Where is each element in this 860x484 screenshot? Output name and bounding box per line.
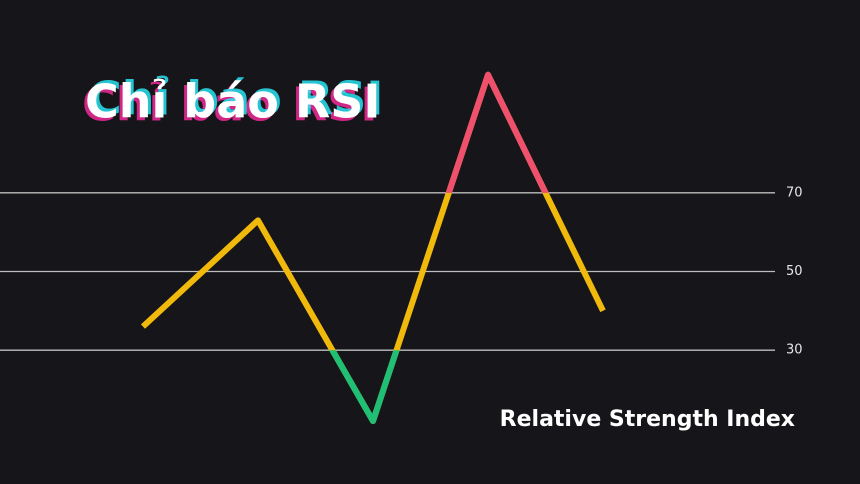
- chart-title: Chỉ báo RSI: [85, 75, 381, 129]
- y-tick-label: 50: [786, 264, 803, 279]
- y-tick-label: 70: [786, 185, 803, 200]
- y-tick-label: 30: [786, 343, 803, 358]
- zone-overlay: [328, 350, 400, 425]
- zone-overlay: [445, 71, 549, 193]
- title-shadow: Chỉ báo RSI: [82, 78, 378, 132]
- chart-subtitle: Relative Strength Index: [500, 407, 795, 432]
- title-shadow: Chỉ báo RSI: [88, 72, 384, 126]
